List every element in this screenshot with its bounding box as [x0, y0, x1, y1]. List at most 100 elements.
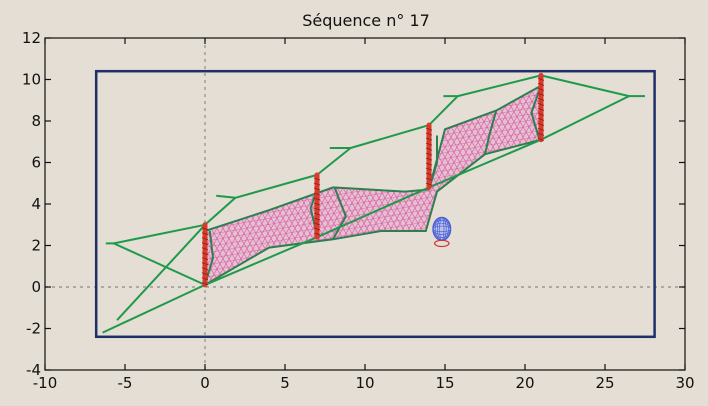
mesh-line [205, 173, 541, 285]
mesh-line [255, 85, 497, 285]
mesh-line [261, 85, 503, 285]
mesh-line [205, 85, 275, 285]
vertical-bar-stripe [425, 152, 433, 156]
mesh-line [489, 85, 541, 285]
green-frames-layer [102, 74, 645, 334]
mesh-line [634, 0, 708, 406]
mesh-line [604, 0, 708, 406]
mesh-line [423, 85, 541, 285]
mesh-line [0, 0, 124, 406]
mesh-line [592, 0, 708, 406]
mesh-line [477, 85, 541, 285]
vertical-bar-stripe [201, 277, 209, 281]
mesh-section-4 [484, 110, 498, 155]
mesh-line [0, 0, 94, 406]
mesh-line [694, 0, 708, 406]
mesh-line [537, 85, 541, 285]
mesh-line [205, 143, 541, 265]
vertical-bar-stripe [313, 187, 321, 191]
mesh-line [447, 85, 541, 285]
mesh-line [225, 85, 467, 285]
mesh-line [586, 0, 708, 406]
mesh-line [0, 0, 184, 406]
mesh-line [519, 85, 541, 285]
mesh-line [652, 0, 708, 406]
mesh-line [495, 85, 541, 285]
mesh-line [0, 0, 172, 406]
boundary-rect [94, 69, 656, 339]
mesh-line [205, 251, 541, 285]
mesh-line [205, 85, 311, 285]
x-tick-label: 10 [355, 374, 374, 392]
vertical-bar-stripe [425, 182, 433, 186]
blue-sphere [432, 216, 452, 242]
vertical-bar-stripe [313, 212, 321, 216]
mesh-line [0, 0, 202, 406]
mesh-line [580, 0, 708, 406]
vertical-bar-stripe [201, 262, 209, 266]
mesh-line [0, 0, 136, 406]
mesh-line [205, 85, 541, 205]
mesh-line [205, 221, 541, 285]
mesh-line [441, 85, 541, 285]
mesh-line [205, 85, 281, 285]
mesh-line [616, 0, 708, 406]
vertical-bar-stripe [537, 117, 545, 121]
x-tick-label: 0 [200, 374, 210, 392]
vertical-bar-stripe [313, 207, 321, 211]
mesh-line [0, 0, 124, 406]
vertical-bar-stripe [425, 127, 433, 131]
mesh-line [205, 167, 541, 285]
vertical-bar-stripe [537, 112, 545, 116]
mesh-line [513, 85, 541, 285]
mesh-line [205, 85, 317, 285]
mesh-line [205, 85, 419, 285]
mesh-line [682, 0, 708, 406]
mesh-line [0, 0, 118, 406]
mesh-line [0, 0, 148, 406]
mesh-line [574, 0, 708, 406]
axes-layer: -10 -5 0 5 10 15 20 25 30 -4 -2 0 2 4 6 8 10 12 [22, 29, 695, 392]
mesh-line [586, 0, 708, 406]
mesh-line [205, 155, 541, 277]
green-frame-8 [428, 95, 459, 126]
mesh-line [531, 85, 541, 285]
mesh-line [205, 85, 257, 285]
mesh-line [411, 85, 541, 285]
vertical-bar-stripe [201, 252, 209, 256]
mesh-line [550, 0, 708, 406]
mesh-line [205, 85, 269, 285]
vertical-bar-stripe [313, 217, 321, 221]
mesh-line [465, 85, 541, 285]
mesh-line [205, 85, 541, 145]
mesh-line [0, 0, 166, 406]
mesh-line [429, 85, 541, 285]
mesh-line [205, 85, 281, 285]
vertical-bar-stripe [201, 227, 209, 231]
mesh-line [0, 0, 100, 406]
x-tick-label: 30 [675, 374, 694, 392]
vertical-bar-stripe [537, 77, 545, 81]
mesh-line [465, 85, 541, 285]
vertical-bar-stripe [537, 132, 545, 136]
mesh-line [477, 85, 541, 285]
vertical-bar-stripe [537, 127, 545, 131]
y-tick-label: 12 [22, 29, 41, 47]
mesh-line [670, 0, 708, 406]
mesh-line [205, 239, 541, 285]
mesh-line [562, 0, 708, 406]
mesh-section-0 [204, 230, 215, 286]
mesh-line [495, 85, 541, 285]
mesh-line [205, 85, 425, 285]
mesh-line [507, 85, 541, 285]
mesh-line [0, 0, 100, 406]
mesh-line [411, 85, 541, 285]
x-tick-label: -5 [118, 374, 133, 392]
mesh-line [303, 85, 541, 285]
vertical-bar-stripe [201, 237, 209, 241]
vertical-bar-stripe [425, 137, 433, 141]
mesh-line [205, 85, 431, 285]
y-tick-label: 10 [22, 71, 41, 89]
mesh-line [628, 0, 708, 406]
vertical-bar-stripe [425, 147, 433, 151]
